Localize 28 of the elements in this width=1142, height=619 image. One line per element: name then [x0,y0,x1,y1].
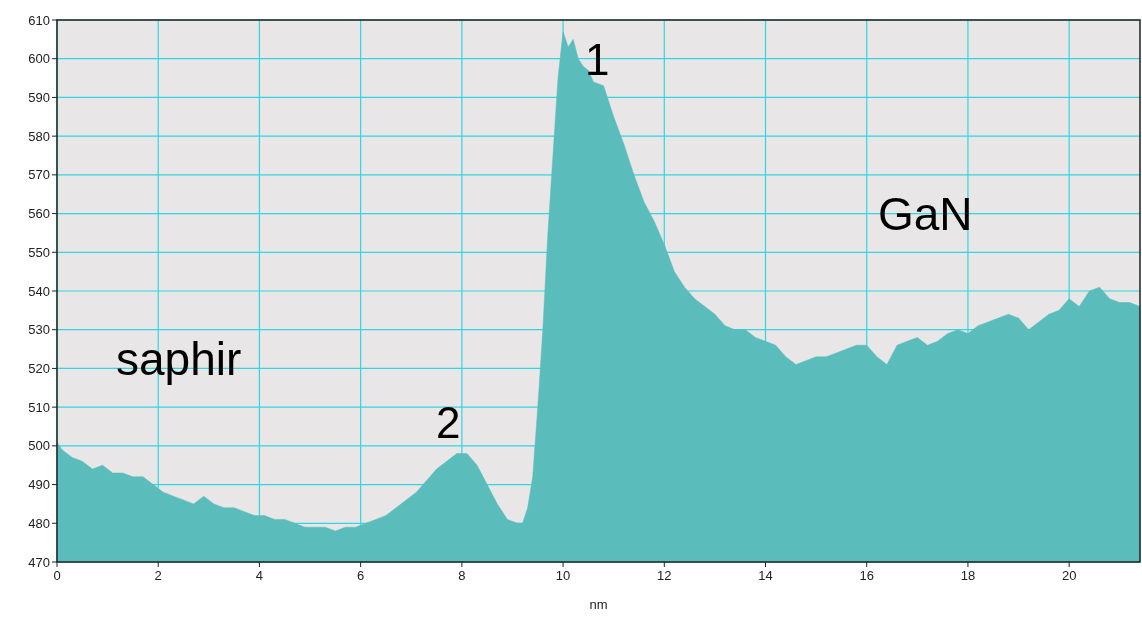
y-tick-label: 510 [28,399,50,415]
y-tick-label: 470 [28,554,50,570]
y-tick-label: 560 [28,206,50,222]
x-tick-label: 0 [53,568,61,583]
y-tick-label: 600 [28,51,50,67]
x-tick-label: 2 [154,568,162,583]
x-tick-label: 14 [758,568,773,583]
y-tick-label: 590 [28,89,50,105]
y-tick-label: 570 [28,167,50,183]
x-tick-label: 16 [859,568,874,583]
y-tick-label: 500 [28,438,50,454]
x-axis-title: nm [589,597,608,612]
x-tick-label: 10 [555,568,571,583]
y-tick-label: 530 [28,322,50,338]
y-tick-label: 580 [28,128,50,144]
x-tick-label: 6 [357,568,365,583]
y-tick-label: 520 [28,360,50,376]
y-tick-label: 490 [28,477,50,493]
x-tick-label: 18 [960,568,976,583]
y-tick-label: 480 [28,515,50,531]
x-tick-label: 20 [1061,568,1077,583]
x-tick-label: 8 [458,568,466,583]
y-tick-label: 610 [28,12,50,28]
x-tick-label: 12 [657,568,672,583]
y-tick-label: 540 [28,283,50,299]
y-tick-label: 550 [28,244,50,260]
x-tick-label: 4 [255,568,264,583]
annotation: 2 [436,398,461,447]
